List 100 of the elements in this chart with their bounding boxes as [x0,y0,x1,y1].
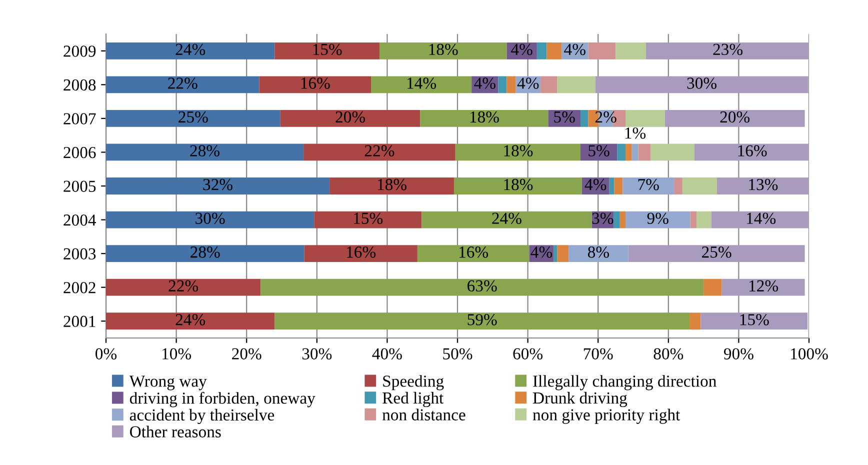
bar [304,144,456,161]
bar [609,178,614,194]
bar [614,178,623,194]
data-label: 15% [354,212,383,224]
data-label: 22% [168,280,198,292]
bar [674,178,682,194]
data-label: 16% [738,145,767,156]
y-tick-label: 2003 [64,248,96,260]
data-label: 5% [588,145,610,156]
x-tick-label: 90% [724,348,754,360]
data-label: 24% [176,314,206,326]
bar [417,245,530,262]
data-label: 30% [687,78,716,89]
data-label: 16% [301,78,330,89]
legend-label: driving in forbiden, oneway [130,392,316,408]
data-label: 24% [492,212,522,224]
bar [700,312,808,330]
data-label: 16% [460,246,488,258]
data-label: 20% [720,111,750,123]
data-label: 4% [511,44,532,56]
legend-label: non distance [382,408,466,420]
data-label: 14% [747,212,776,224]
bar [379,42,507,60]
bar [420,110,548,127]
bar [106,211,314,228]
bar [689,312,701,330]
data-label: 3% [592,212,614,224]
data-label: 23% [713,44,743,56]
bar [304,245,418,262]
data-label: 4% [584,178,606,190]
bar [557,245,569,262]
bar [455,144,581,161]
bar [580,110,588,127]
legend-label: Illegally changing direction [533,375,716,390]
bar [620,211,626,228]
bar [106,76,260,94]
bar [540,76,558,94]
legend-label: Wrong way [129,376,207,390]
bar [638,144,651,161]
bar [106,42,275,60]
bar [506,76,516,94]
bar [632,144,638,161]
bar [568,245,628,262]
data-label: 9% [647,212,668,224]
y-tick-label: 2009 [64,46,96,57]
bar [274,312,690,330]
data-label: 18% [504,178,533,190]
data-label: 24% [176,44,206,56]
data-label: 14% [407,78,436,89]
bar [682,178,717,194]
bar [554,245,558,262]
data-label: 25% [178,111,208,123]
y-tick-label: 2001 [64,316,96,328]
x-tick-label: 100% [791,348,828,360]
data-label: 32% [203,178,232,190]
bar [690,211,697,228]
bar [716,178,809,194]
data-label: 22% [364,145,394,156]
data-label: 28% [190,246,220,258]
bar [626,110,665,127]
x-tick-label: 40% [372,348,402,360]
bar [617,144,626,161]
bar [588,42,616,60]
bar [595,76,808,94]
x-tick-label: 30% [302,348,332,360]
data-label: 28% [190,145,220,156]
data-label: 16% [347,246,376,258]
bar [664,110,805,127]
data-label: 4% [530,246,552,258]
data-label: 63% [468,280,497,292]
x-tick-label: 20% [232,348,262,360]
bar [106,278,261,296]
bar [622,178,674,194]
bar [260,278,704,296]
data-label: 5% [554,111,575,123]
bar [557,76,596,94]
data-label: 18% [429,44,458,56]
bar [626,211,690,228]
y-tick-label: 2006 [64,146,96,158]
x-tick-label: 0% [96,348,117,360]
bar [330,178,454,194]
x-tick-label: 70% [584,348,613,360]
bar [704,278,722,296]
data-label: 7% [638,178,659,190]
bar [616,42,646,60]
bar [106,110,280,127]
bar [646,42,809,60]
data-label: 18% [470,111,499,123]
legend-label: Drunk driving [532,392,628,408]
legend-label: accident by theirselve [130,408,274,424]
x-tick-label: 10% [162,348,192,360]
bar [626,144,632,161]
y-tick-label: 2002 [64,282,96,294]
data-label: 1% [625,127,646,139]
data-label: 59% [468,314,497,326]
bar [371,76,472,94]
data-label: 13% [749,178,778,190]
bar [614,211,620,228]
data-label: 18% [504,145,533,156]
legend-label: non give priority right [532,408,680,424]
